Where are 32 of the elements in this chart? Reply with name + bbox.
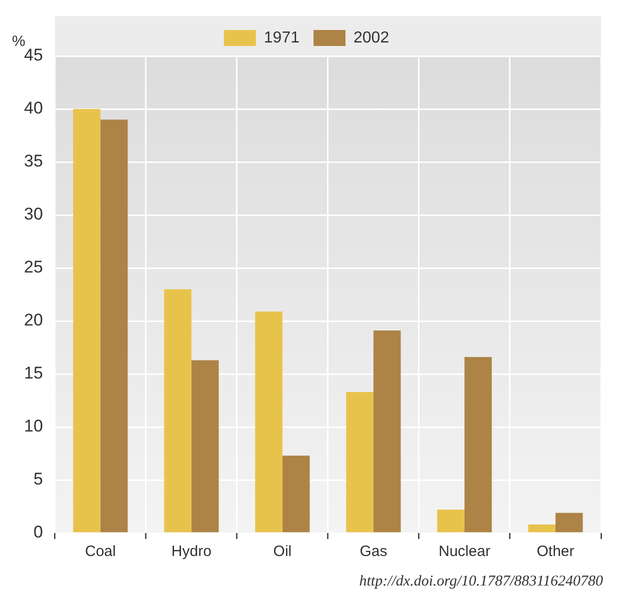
bar (164, 289, 192, 532)
y-tick-label: 10 (24, 416, 43, 436)
y-tick-label: 35 (24, 152, 43, 171)
x-tick-label: Hydro (171, 543, 212, 560)
bar (346, 392, 374, 532)
bar (282, 456, 310, 532)
y-tick-label: 45 (24, 46, 43, 65)
bar (191, 360, 219, 532)
x-tick-label: Nuclear (438, 543, 490, 560)
y-tick-label: 25 (24, 258, 43, 277)
bar (437, 510, 464, 532)
bar (464, 357, 492, 532)
y-tick-label: 0 (33, 522, 43, 542)
y-tick-label: 30 (24, 204, 43, 224)
x-tick-label: Gas (360, 543, 388, 560)
bar (73, 109, 100, 532)
x-tick-label: Coal (84, 543, 116, 560)
bar (555, 512, 583, 532)
bar (528, 524, 556, 532)
legend-label: 2002 (354, 29, 390, 46)
bar (100, 120, 128, 532)
text: http://dx.doi.org/10.1787/883116240780 (359, 573, 604, 590)
legend-label: 1971 (264, 29, 300, 46)
bar (373, 330, 401, 532)
x-tick-label: Oil (273, 543, 292, 560)
y-tick-label: 15 (24, 364, 43, 383)
y-tick-label: 5 (33, 470, 43, 489)
bar (255, 311, 282, 532)
y-axis-title: % (12, 33, 26, 50)
x-tick-label: Other (536, 543, 574, 560)
y-tick-label: 20 (24, 310, 43, 330)
y-tick-label: 40 (24, 98, 43, 118)
